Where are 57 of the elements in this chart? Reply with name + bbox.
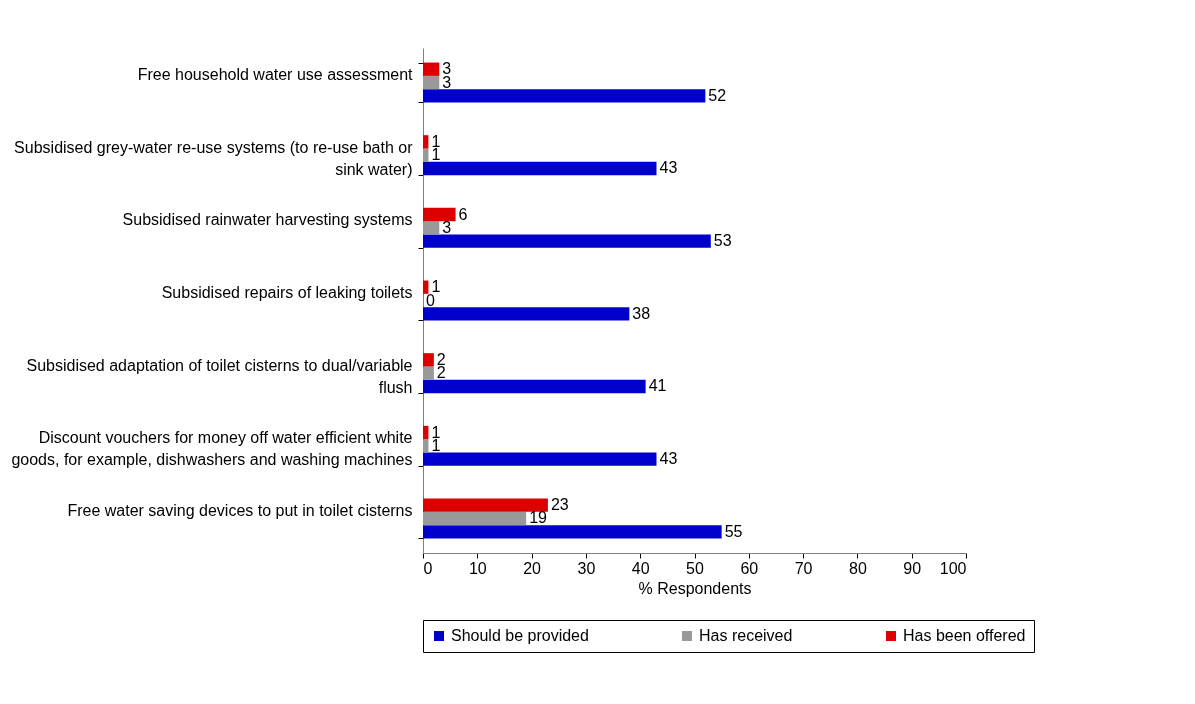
bar <box>423 498 548 512</box>
bar <box>423 161 657 176</box>
y-tick-label: Free household water use assessment <box>137 66 414 84</box>
bar <box>423 148 429 162</box>
bar <box>423 425 429 440</box>
bar <box>423 353 434 367</box>
bar <box>423 207 456 222</box>
data-label: 43 <box>659 450 678 468</box>
data-label: 2 <box>436 364 446 382</box>
x-axis-title: % Respondents <box>638 579 752 597</box>
data-label: 3 <box>442 218 452 236</box>
bar <box>423 452 657 466</box>
data-label: 53 <box>713 232 732 250</box>
y-tick-label: Subsidised rainwater harvesting systems <box>122 211 413 229</box>
data-label: 1 <box>431 146 441 164</box>
y-tick-label: Discount vouchers for money off water efficient white goods, for example, dishwashers and washing machines <box>11 429 413 469</box>
x-tick-label: 60 <box>740 559 759 577</box>
x-tick-label: 10 <box>468 559 487 577</box>
bar <box>423 62 440 76</box>
x-tick-label: 80 <box>849 559 867 577</box>
bar <box>423 525 722 539</box>
bar <box>423 234 711 248</box>
data-label: 41 <box>648 377 667 395</box>
data-label: 23 <box>550 496 569 514</box>
x-tick-label: 0 <box>423 559 433 577</box>
bar <box>423 221 440 235</box>
bar <box>423 511 527 526</box>
data-label: 38 <box>632 304 651 322</box>
data-label: 52 <box>708 86 727 104</box>
data-label: 3 <box>442 73 452 91</box>
x-tick-label: 100 <box>939 559 967 577</box>
bar <box>423 280 429 294</box>
bar <box>423 307 630 321</box>
y-tick-label: Free water saving devices to put in toilet cisterns <box>67 501 413 519</box>
y-tick-label: Subsidised repairs of leaking toilets <box>161 284 413 301</box>
bar <box>423 89 706 103</box>
x-tick-label: 50 <box>686 559 704 577</box>
bar <box>423 379 646 394</box>
data-label: 0 <box>426 291 435 309</box>
legend-label: Has been offered <box>903 627 1026 644</box>
data-label: 6 <box>458 205 468 223</box>
y-tick-label: Subsidised adaptation of toilet cisterns to dual/variable flush <box>26 356 413 396</box>
bar <box>423 439 429 453</box>
legend-label: Has received <box>699 627 793 644</box>
data-label: 19 <box>529 509 548 527</box>
bar <box>423 135 429 149</box>
x-tick-label: 70 <box>794 559 813 577</box>
data-label: 43 <box>659 159 678 177</box>
x-tick-label: 20 <box>523 559 542 577</box>
data-label: 55 <box>724 522 743 540</box>
x-tick-label: 90 <box>903 559 922 577</box>
x-tick-label: 40 <box>631 559 650 577</box>
y-tick-label: Subsidised grey-water re-use systems (to re-use bath or sink water) <box>14 138 414 178</box>
x-tick-label: 30 <box>577 559 596 577</box>
legend-label: Should be provided <box>451 627 589 644</box>
bar <box>423 75 440 90</box>
bar <box>423 366 434 380</box>
